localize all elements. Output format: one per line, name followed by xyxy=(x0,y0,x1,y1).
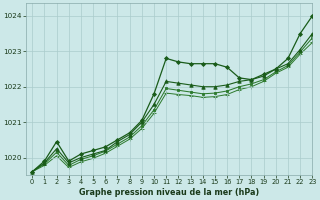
X-axis label: Graphe pression niveau de la mer (hPa): Graphe pression niveau de la mer (hPa) xyxy=(79,188,260,197)
